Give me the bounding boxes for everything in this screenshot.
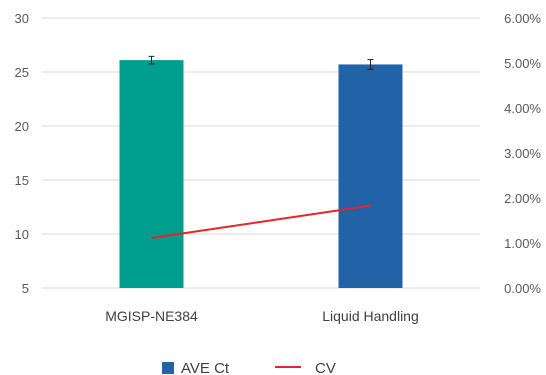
right-tick-label: 4.00%: [504, 101, 541, 116]
bar-2: [338, 64, 403, 288]
legend: AVE Ct CV: [162, 360, 336, 375]
legend-label-ave-ct: AVE Ct: [181, 360, 230, 375]
line-series: [151, 204, 371, 240]
right-tick-label: 5.00%: [504, 56, 541, 71]
left-tick-label: 25: [15, 65, 29, 80]
legend-swatch-ave-ct: [162, 362, 174, 374]
left-tick-label: 15: [15, 173, 29, 188]
right-tick-label: 0.00%: [504, 281, 541, 296]
right-tick-label: 1.00%: [504, 236, 541, 251]
category-labels: MGISP-NE384 Liquid Handling: [105, 308, 419, 324]
left-tick-label: 10: [15, 227, 29, 242]
cv-line: [151, 204, 371, 240]
category-label: Liquid Handling: [322, 308, 419, 324]
left-tick-label: 5: [22, 281, 29, 296]
bar-1: [119, 60, 184, 289]
right-axis-ticks: 0.00% 1.00% 2.00% 3.00% 4.00% 5.00% 6.00%: [504, 11, 541, 296]
legend-label-cv: CV: [315, 360, 336, 375]
bar-series: [119, 60, 403, 289]
gridlines: [42, 17, 480, 289]
left-tick-label: 20: [15, 119, 29, 134]
left-axis-ticks: 5 10 15 20 25 30: [15, 11, 29, 296]
right-tick-label: 6.00%: [504, 11, 541, 26]
category-label: MGISP-NE384: [105, 308, 198, 324]
right-tick-label: 2.00%: [504, 191, 541, 206]
error-bars: [148, 55, 374, 70]
left-tick-label: 30: [15, 11, 29, 26]
right-tick-label: 3.00%: [504, 146, 541, 161]
